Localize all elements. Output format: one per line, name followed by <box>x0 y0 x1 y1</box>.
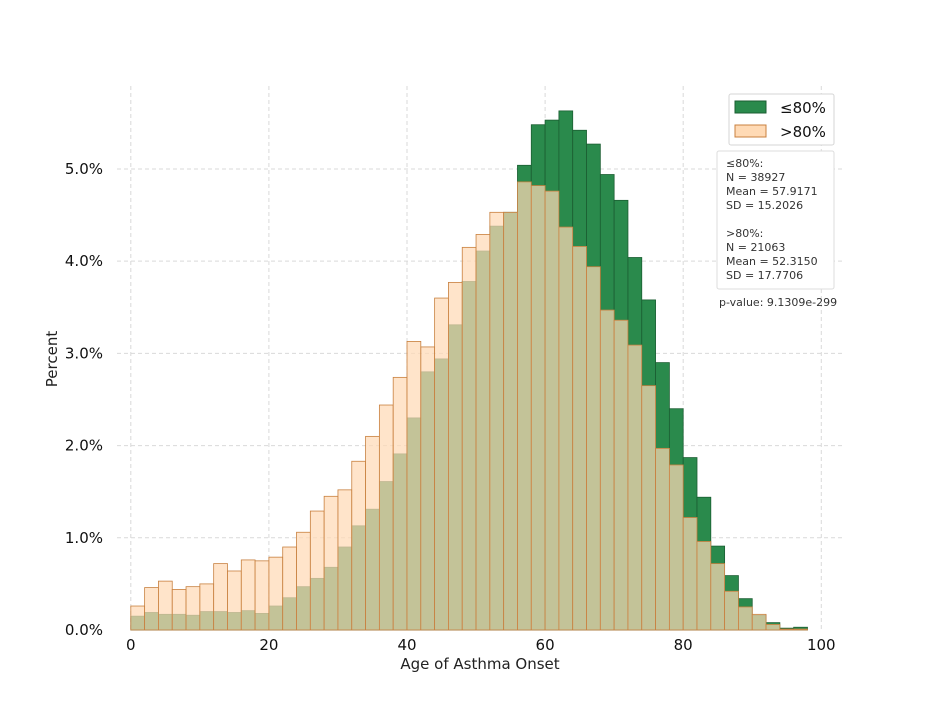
bar-gt80 <box>378 404 394 631</box>
x-tick-label: 80 <box>674 636 693 654</box>
bar-gt80 <box>655 447 670 631</box>
bar-gt80 <box>144 587 159 631</box>
bar-gt80 <box>268 556 284 631</box>
bar-gt80 <box>434 297 449 631</box>
stats-group2-n: N = 21063 <box>726 241 785 254</box>
p-value-text: p-value: 9.1309e-299 <box>719 296 837 309</box>
bar-gt80 <box>765 624 781 631</box>
x-tick-label: 60 <box>536 636 555 654</box>
x-tick-labels: 0 20 40 60 80 100 <box>126 636 836 654</box>
legend-label-le80: ≤80% <box>780 99 826 117</box>
y-tick-label: 0.0% <box>65 621 103 639</box>
y-axis-label: Percent <box>43 331 61 388</box>
bar-gt80 <box>724 590 739 631</box>
y-tick-label: 5.0% <box>65 160 103 178</box>
bar-gt80 <box>682 517 698 631</box>
bar-gt80 <box>530 185 546 631</box>
bar-gt80 <box>751 613 767 631</box>
bar-gt80 <box>130 605 146 631</box>
bar-gt80 <box>544 190 560 631</box>
bar-gt80 <box>420 346 436 631</box>
bar-gt80 <box>309 510 325 631</box>
stats-group1-mean: Mean = 57.9171 <box>726 185 818 198</box>
x-tick-label: 100 <box>807 636 836 654</box>
stats-group1-n: N = 38927 <box>726 171 785 184</box>
bar-gt80 <box>503 211 518 631</box>
legend: ≤80% >80% <box>728 93 835 146</box>
bar-gt80 <box>627 344 643 631</box>
bar-gt80 <box>227 570 242 631</box>
y-tick-labels: 0.0% 1.0% 2.0% 3.0% 4.0% 5.0% <box>65 160 103 639</box>
y-tick-label: 4.0% <box>65 252 103 270</box>
bar-gt80 <box>668 464 684 631</box>
stats-group1-sd: SD = 15.2026 <box>726 199 803 212</box>
bar-gt80 <box>489 211 505 631</box>
x-tick-label: 40 <box>397 636 416 654</box>
bar-gt80 <box>213 563 228 631</box>
bar-gt80 <box>337 489 353 631</box>
bar-gt80 <box>572 246 587 631</box>
bar-gt80 <box>738 606 753 631</box>
stats-box-frame <box>716 150 835 290</box>
stats-group1-title: ≤80%: <box>726 157 763 170</box>
legend-label-gt80: >80% <box>780 123 826 141</box>
x-tick-label: 20 <box>259 636 278 654</box>
bar-gt80 <box>351 460 366 631</box>
bar-gt80 <box>282 546 297 631</box>
bar-gt80 <box>641 385 656 631</box>
bar-gt80 <box>406 341 422 631</box>
bar-gt80 <box>254 560 270 631</box>
bar-gt80 <box>475 234 491 631</box>
bar-gt80 <box>779 628 795 631</box>
bar-gt80 <box>171 589 187 631</box>
y-tick-label: 1.0% <box>65 529 103 547</box>
x-tick-label: 0 <box>126 636 136 654</box>
y-tick-label: 3.0% <box>65 344 103 362</box>
bar-gt80 <box>365 435 380 631</box>
y-tick-label: 2.0% <box>65 437 103 455</box>
bar-gt80 <box>586 266 601 631</box>
stats-group2-mean: Mean = 52.3150 <box>726 255 818 268</box>
bar-gt80 <box>392 376 408 631</box>
bar-gt80 <box>517 181 532 631</box>
stats-group2-sd: SD = 17.7706 <box>726 269 803 282</box>
x-axis-label: Age of Asthma Onset <box>400 655 559 673</box>
bar-gt80 <box>185 586 201 631</box>
stats-box: ≤80%: N = 38927 Mean = 57.9171 SD = 15.2… <box>716 150 835 290</box>
bar-gt80 <box>613 319 629 631</box>
bar-gt80 <box>793 628 808 631</box>
bar-gt80 <box>448 281 463 631</box>
stats-group2-title: >80%: <box>726 227 763 240</box>
bar-gt80 <box>199 583 215 631</box>
bar-gt80 <box>696 541 712 631</box>
bar-gt80 <box>599 309 615 631</box>
bar-gt80 <box>240 559 256 631</box>
bar-gt80 <box>296 531 311 631</box>
legend-swatch-le80 <box>734 100 767 114</box>
bars-series-gt80 <box>130 181 808 631</box>
bar-gt80 <box>461 246 477 631</box>
bar-gt80 <box>158 580 173 631</box>
bar-gt80 <box>710 563 726 631</box>
bar-gt80 <box>558 226 574 631</box>
legend-swatch-gt80 <box>734 124 767 138</box>
bar-gt80 <box>323 495 339 631</box>
